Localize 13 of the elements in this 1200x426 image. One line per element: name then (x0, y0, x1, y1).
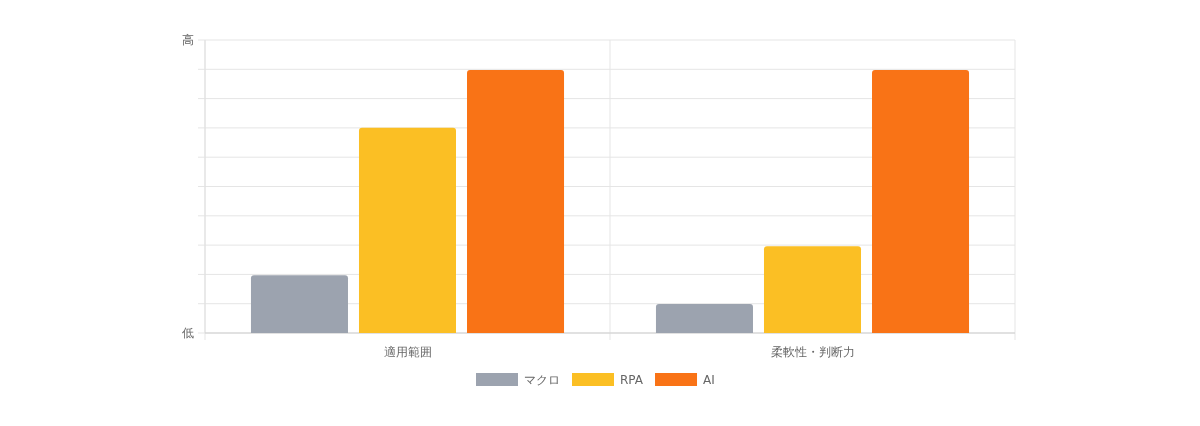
bar (872, 70, 970, 333)
text: 高 (182, 33, 194, 47)
x-tick-label: 柔軟性・判断力 (770, 345, 855, 359)
bar (763, 246, 862, 333)
x-tick-label: 適用範囲 (383, 345, 432, 359)
legend-label: RPA (620, 373, 644, 387)
bar (467, 70, 565, 333)
bar (655, 304, 753, 333)
bar (250, 275, 348, 333)
legend-label: AI (703, 373, 715, 387)
legend-label: マクロ (524, 373, 560, 387)
text: 低 (182, 326, 194, 340)
bar (358, 127, 457, 333)
